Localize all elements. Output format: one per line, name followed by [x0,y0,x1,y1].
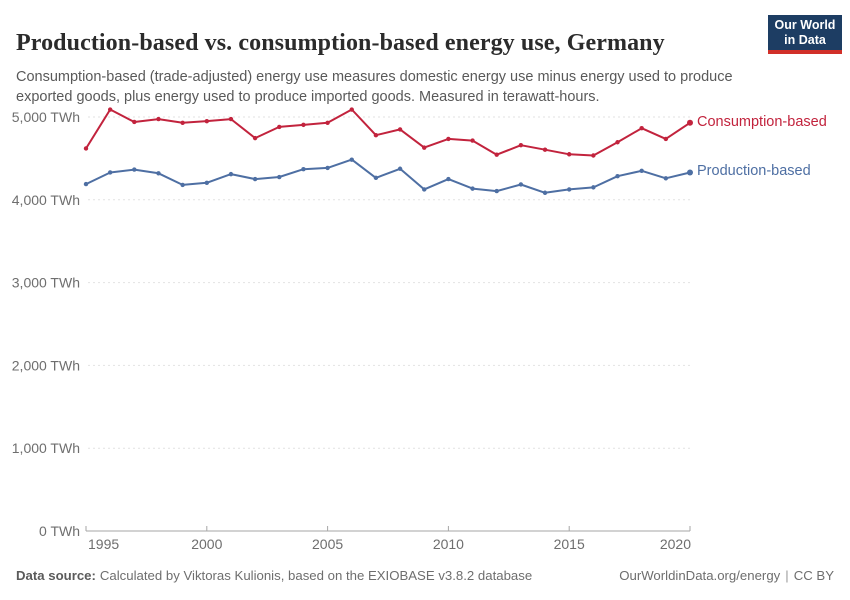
footer-links: OurWorldinData.org/energy | CC BY [619,568,834,588]
data-point-marker[interactable] [542,190,548,195]
data-point-marker[interactable] [156,171,161,176]
data-source-note: Data source: Calculated by Viktoras Kulio… [16,568,532,588]
data-source-text: Calculated by Viktoras Kulionis, based o… [99,568,533,583]
data-point-marker[interactable] [83,181,89,187]
data-point-marker[interactable] [397,166,403,171]
x-tick-label: 1995 [88,536,119,552]
data-point-marker[interactable] [567,187,572,192]
data-point-marker[interactable] [615,174,620,179]
owid-url-link[interactable]: OurWorldinData.org/energy [619,568,781,583]
data-series-line[interactable] [85,158,691,194]
x-tick-label: 2010 [433,536,464,552]
data-point-marker[interactable] [494,152,499,157]
series-label-consumption-based[interactable]: Consumption-based [697,113,827,130]
data-point-marker[interactable] [494,188,499,194]
x-tick-label: 2015 [554,536,585,552]
data-point-marker[interactable] [132,119,137,125]
data-point-marker[interactable] [180,120,185,125]
data-point-marker[interactable] [542,147,548,152]
data-point-marker[interactable] [277,174,282,180]
x-tick-label: 2020 [660,536,691,552]
page-title: Production-based vs. consumption-based e… [16,30,665,57]
data-point-marker[interactable] [301,166,306,172]
data-point-marker[interactable] [687,119,693,126]
owid-logo[interactable]: Our World in Data [768,15,842,54]
y-tick-label: 3,000 TWh [12,275,80,291]
data-point-marker[interactable] [107,170,113,175]
y-tick-label: 2,000 TWh [12,357,80,373]
owid-logo-line1: Our World [774,17,836,32]
data-point-marker[interactable] [422,145,427,150]
data-point-marker[interactable] [204,180,209,186]
data-point-marker[interactable] [663,136,669,142]
data-point-marker[interactable] [373,133,379,138]
data-point-marker[interactable] [518,182,524,187]
y-tick-label: 4,000 TWh [12,192,80,208]
data-point-marker[interactable] [373,175,379,181]
data-point-marker[interactable] [107,107,113,112]
data-point-marker[interactable] [301,122,306,128]
chart-footer: Data source: Calculated by Viktoras Kulio… [16,568,834,588]
page-subtitle: Consumption-based (trade-adjusted) energ… [16,68,733,106]
data-point-marker[interactable] [687,169,693,176]
data-point-marker[interactable] [446,136,451,142]
y-tick-label: 5,000 TWh [12,109,80,125]
data-point-marker[interactable] [325,165,330,171]
data-point-marker[interactable] [277,124,282,130]
series-label-production-based[interactable]: Production-based [697,163,811,180]
data-point-marker[interactable] [567,152,572,157]
data-point-marker[interactable] [663,176,669,181]
data-point-marker[interactable] [252,176,258,182]
data-point-marker[interactable] [446,176,451,182]
data-source-label: Data source: [16,568,96,583]
data-point-marker[interactable] [470,138,475,143]
data-point-marker[interactable] [325,120,330,125]
y-tick-label: 1,000 TWh [12,440,80,456]
data-point-marker[interactable] [591,185,596,190]
data-point-marker[interactable] [615,140,620,145]
data-point-marker[interactable] [132,167,137,172]
data-point-marker[interactable] [228,116,234,122]
data-point-marker[interactable] [470,186,475,191]
data-point-marker[interactable] [397,127,403,132]
data-point-marker[interactable] [349,107,354,112]
footer-divider: | [785,568,789,583]
data-point-marker[interactable] [639,168,644,174]
x-tick-label: 2005 [312,536,343,552]
x-tick-label: 2000 [191,536,222,552]
license-label[interactable]: CC BY [793,568,834,583]
data-series-line[interactable] [85,108,691,157]
data-point-marker[interactable] [518,142,524,148]
data-point-marker[interactable] [252,135,258,141]
y-tick-label: 0 TWh [39,523,80,539]
data-point-marker[interactable] [204,118,209,124]
data-point-marker[interactable] [422,187,427,192]
data-point-marker[interactable] [591,153,596,158]
owid-logo-line2: in Data [784,32,826,47]
data-point-marker[interactable] [639,125,644,131]
data-point-marker[interactable] [349,157,354,162]
data-point-marker[interactable] [156,116,161,122]
data-point-marker[interactable] [180,182,185,188]
data-point-marker[interactable] [228,171,234,177]
data-point-marker[interactable] [83,146,89,151]
